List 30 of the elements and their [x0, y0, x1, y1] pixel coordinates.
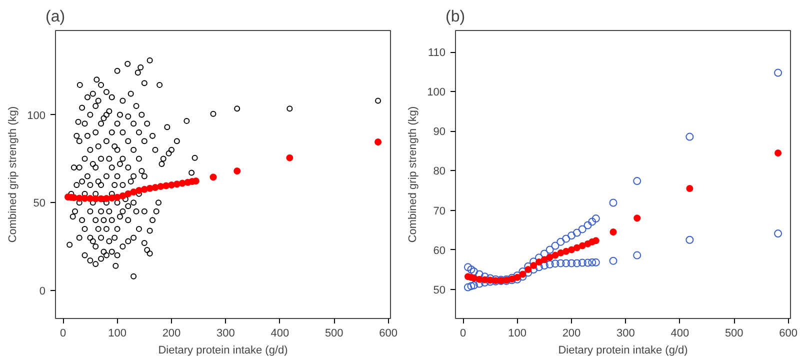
x-tick-label: 600: [779, 328, 798, 340]
y-tick-label: 110: [428, 47, 446, 60]
y-tick-label: 90: [433, 126, 446, 138]
x-tick-label: 400: [670, 328, 690, 340]
y-tick-label: 0: [39, 285, 46, 298]
x-tick-label: 500: [324, 328, 344, 340]
y-tick-label: 100: [427, 86, 446, 99]
x-tick-label: 200: [162, 328, 181, 340]
y-axis-title: Combined grip strength (kg): [407, 106, 420, 243]
chart-title: (a): [46, 8, 66, 26]
chart-title: (b): [446, 8, 466, 26]
y-tick-label: 50: [433, 284, 446, 296]
y-axis-title: Combined grip strength (kg): [7, 106, 20, 243]
x-tick-label: 0: [460, 328, 466, 340]
x-tick-label: 600: [379, 328, 398, 340]
x-tick-label: 100: [108, 328, 126, 340]
x-tick-label: 100: [508, 328, 526, 340]
x-tick-label: 500: [724, 328, 744, 340]
x-tick-label: 0: [60, 328, 66, 340]
y-tick-label: 60: [433, 244, 446, 257]
x-tick-label: 400: [270, 328, 290, 340]
y-tick-label: 70: [433, 205, 446, 218]
y-tick-label: 50: [33, 198, 46, 210]
y-tick-label: 100: [27, 110, 46, 122]
x-tick-label: 300: [616, 328, 635, 340]
x-tick-label: 200: [562, 328, 581, 340]
x-axis-title: Dietary protein intake (g/d): [158, 344, 288, 356]
y-tick-label: 80: [433, 166, 446, 178]
x-axis-title: Dietary protein intake (g/d): [558, 344, 688, 356]
x-tick-label: 300: [216, 328, 235, 340]
